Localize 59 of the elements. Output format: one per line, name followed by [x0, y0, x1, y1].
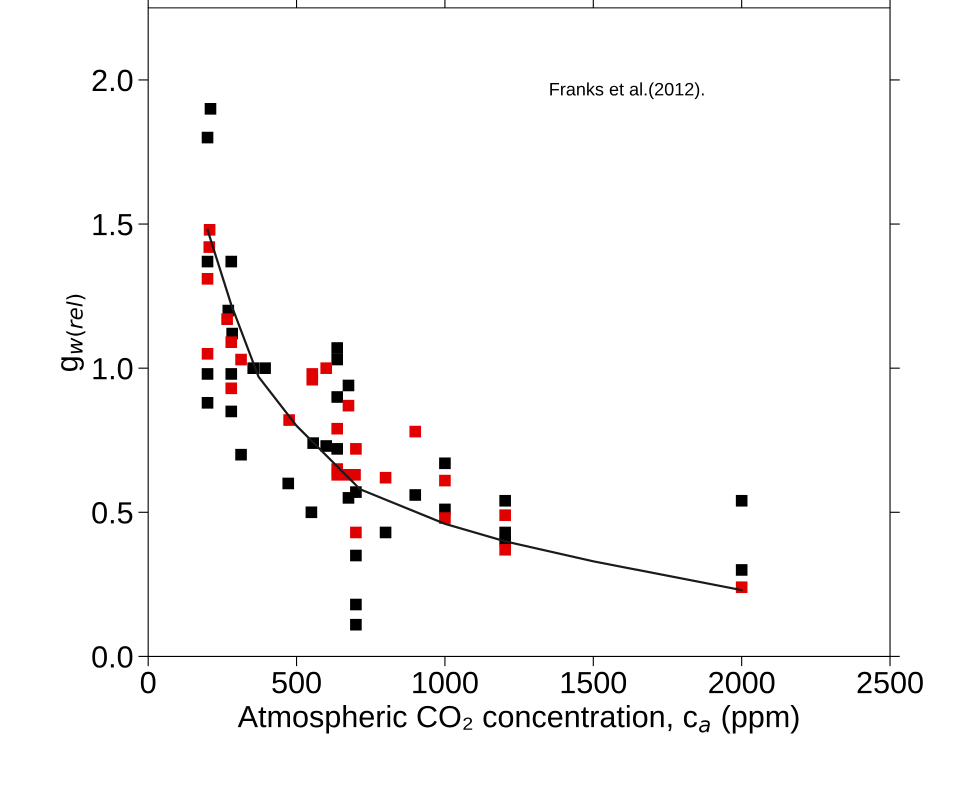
point: [282, 478, 294, 490]
point: [331, 391, 344, 403]
point: [409, 489, 422, 501]
point: [350, 618, 362, 631]
point: [225, 256, 238, 268]
point: [331, 342, 344, 354]
point: [202, 368, 214, 380]
point: [225, 336, 238, 348]
point: [439, 457, 451, 470]
point: [499, 494, 511, 507]
x-tick-label: 0: [140, 672, 156, 694]
y-tick-label: 1.5: [93, 214, 132, 236]
x-axis-title: Atmospheric CO₂ concentration, c$_{a}$ (ppm): [238, 705, 799, 734]
point: [320, 440, 332, 452]
point: [235, 354, 247, 366]
y-tick-label: 0.5: [92, 502, 132, 524]
point: [202, 348, 214, 360]
point: [202, 256, 214, 268]
point: [204, 102, 216, 115]
point: [380, 526, 392, 538]
x-tick-label: 500: [272, 672, 321, 694]
point: [499, 509, 511, 521]
point: [342, 400, 354, 412]
point: [202, 132, 214, 144]
point: [235, 448, 247, 460]
point: [320, 362, 332, 374]
y-tick-label: 0.0: [92, 646, 132, 668]
point: [225, 406, 238, 418]
point: [350, 526, 362, 538]
point: [736, 494, 748, 507]
point: [221, 313, 233, 325]
x-tick-label: 2500: [858, 672, 923, 694]
point: [225, 382, 238, 394]
x-tick-label: 2000: [709, 672, 774, 694]
point: [499, 544, 511, 556]
point: [350, 443, 362, 455]
point: [439, 474, 451, 486]
y-tick-label: 1.0: [93, 358, 132, 380]
point: [331, 354, 344, 366]
y-tick-label: 2.0: [92, 70, 132, 92]
point: [350, 550, 362, 562]
y-axis-title: g$_{w(rel)}$: [61, 294, 86, 372]
point: [342, 492, 354, 504]
point: [331, 422, 344, 435]
point: [225, 368, 238, 380]
point: [259, 362, 271, 374]
point: [350, 598, 362, 610]
point: [331, 443, 344, 455]
point: [380, 472, 392, 484]
point: [202, 396, 214, 409]
x-tick-label: 1500: [562, 672, 626, 694]
point: [409, 426, 422, 438]
point: [342, 380, 354, 392]
point: [736, 564, 748, 576]
x-tick-label: 1000: [413, 672, 478, 694]
point: [306, 506, 318, 518]
point: [202, 273, 214, 285]
point: [306, 374, 318, 386]
annotation: Franks et al.(2012).: [550, 82, 704, 100]
